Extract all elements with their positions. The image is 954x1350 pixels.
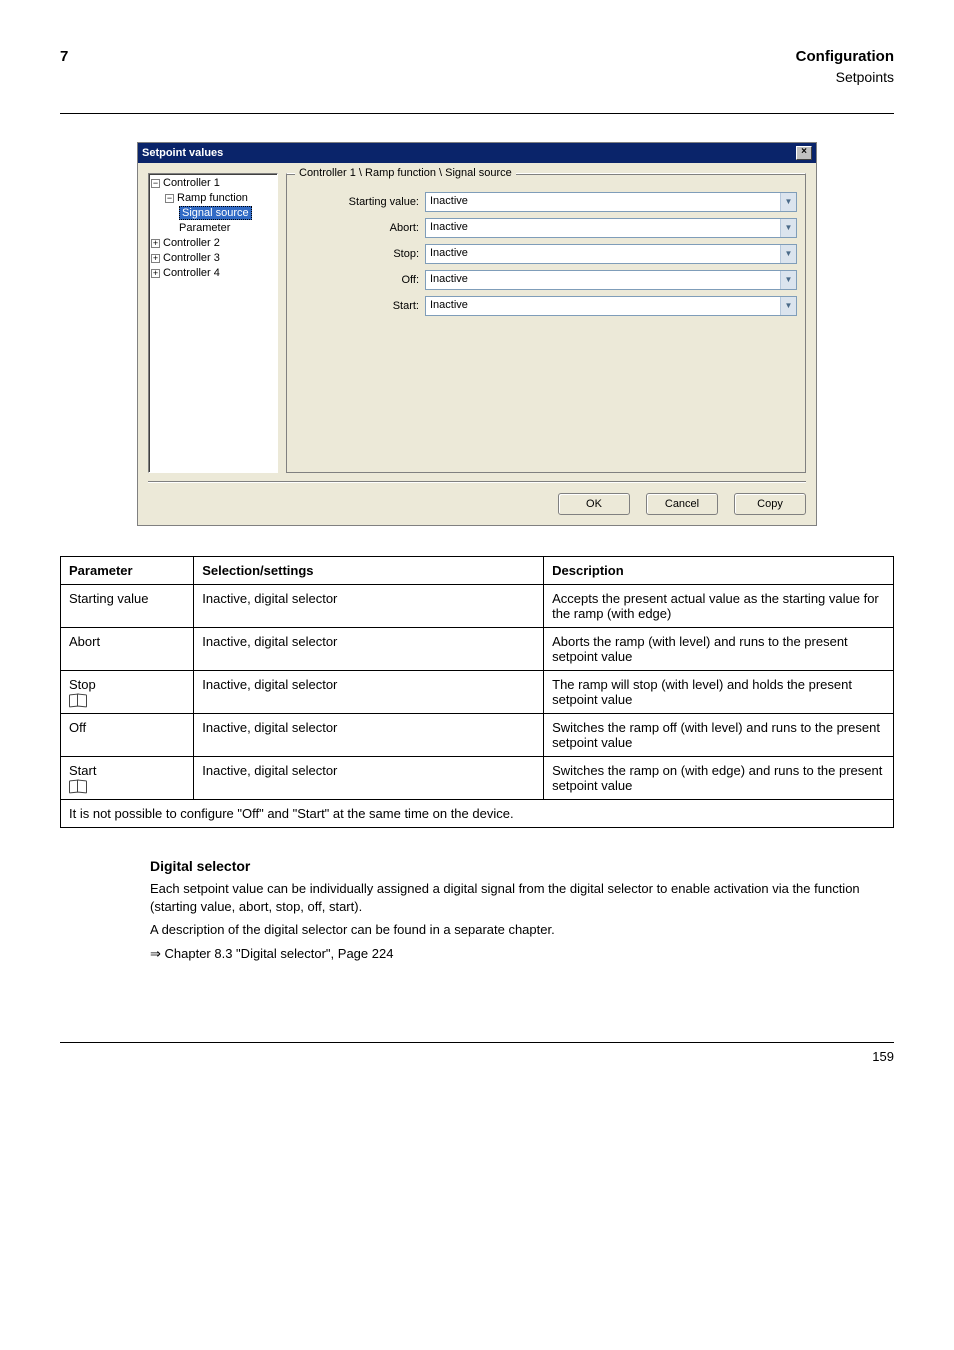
table-row: Stop Inactive, digital selector The ramp… xyxy=(61,671,894,714)
page-number: 159 xyxy=(872,1049,894,1064)
close-icon[interactable]: × xyxy=(796,146,812,160)
label-starting-value: Starting value: xyxy=(295,196,425,208)
tree-signal-source[interactable]: Signal source xyxy=(151,206,275,221)
book-icon xyxy=(69,694,87,707)
table-row: Start Inactive, digital selector Switche… xyxy=(61,757,894,800)
combo-starting-value[interactable]: Inactive ▼ xyxy=(425,192,797,212)
section-number: 7 xyxy=(60,48,68,65)
digital-selector-heading: Digital selector xyxy=(150,858,894,874)
copy-button[interactable]: Copy xyxy=(734,493,806,515)
table-row: Starting value Inactive, digital selecto… xyxy=(61,585,894,628)
digital-selector-p2: A description of the digital selector ca… xyxy=(150,921,894,939)
combo-abort[interactable]: Inactive ▼ xyxy=(425,218,797,238)
table-row: Off Inactive, digital selector Switches … xyxy=(61,714,894,757)
table-note: It is not possible to configure "Off" an… xyxy=(61,800,894,828)
label-start: Start: xyxy=(295,300,425,312)
dialog-titlebar: Setpoint values × xyxy=(138,143,816,163)
table-row: Abort Inactive, digital selector Aborts … xyxy=(61,628,894,671)
combo-off[interactable]: Inactive ▼ xyxy=(425,270,797,290)
label-stop: Stop: xyxy=(295,248,425,260)
col-description: Description xyxy=(544,557,894,585)
cancel-button[interactable]: Cancel xyxy=(646,493,718,515)
col-selection: Selection/settings xyxy=(194,557,544,585)
col-parameter: Parameter xyxy=(61,557,194,585)
chevron-down-icon: ▼ xyxy=(780,271,796,289)
group-legend: Controller 1 \ Ramp function \ Signal so… xyxy=(295,167,516,179)
book-icon xyxy=(69,780,87,793)
table-header-row: Parameter Selection/settings Description xyxy=(61,557,894,585)
section-title: Configuration xyxy=(796,48,894,65)
table-note-row: It is not possible to configure "Off" an… xyxy=(61,800,894,828)
tree-parameter[interactable]: Parameter xyxy=(151,221,275,236)
tree-controller-4[interactable]: +Controller 4 xyxy=(151,266,275,281)
combo-start[interactable]: Inactive ▼ xyxy=(425,296,797,316)
tree-ramp-function[interactable]: −Ramp function xyxy=(151,191,275,206)
chevron-down-icon: ▼ xyxy=(780,193,796,211)
chevron-down-icon: ▼ xyxy=(780,297,796,315)
tree-controller-3[interactable]: +Controller 3 xyxy=(151,251,275,266)
dialog-title: Setpoint values xyxy=(142,147,223,159)
ok-button[interactable]: OK xyxy=(558,493,630,515)
setpoint-dialog: Setpoint values × −Controller 1 −Ramp fu… xyxy=(137,142,817,526)
tree-controller-1[interactable]: −Controller 1 xyxy=(151,176,275,191)
digital-selector-xref: ⇒ Chapter 8.3 "Digital selector", Page 2… xyxy=(150,945,894,963)
subsection-title: Setpoints xyxy=(60,69,894,85)
header-rule xyxy=(60,113,894,114)
tree-panel: −Controller 1 −Ramp function Signal sour… xyxy=(148,173,278,473)
digital-selector-p1: Each setpoint value can be individually … xyxy=(150,880,894,915)
footer: 159 xyxy=(60,1042,894,1064)
chevron-down-icon: ▼ xyxy=(780,245,796,263)
chevron-down-icon: ▼ xyxy=(780,219,796,237)
combo-stop[interactable]: Inactive ▼ xyxy=(425,244,797,264)
tree-controller-2[interactable]: +Controller 2 xyxy=(151,236,275,251)
parameter-table: Parameter Selection/settings Description… xyxy=(60,556,894,828)
label-abort: Abort: xyxy=(295,222,425,234)
signal-source-group: Controller 1 \ Ramp function \ Signal so… xyxy=(286,173,806,473)
label-off: Off: xyxy=(295,274,425,286)
